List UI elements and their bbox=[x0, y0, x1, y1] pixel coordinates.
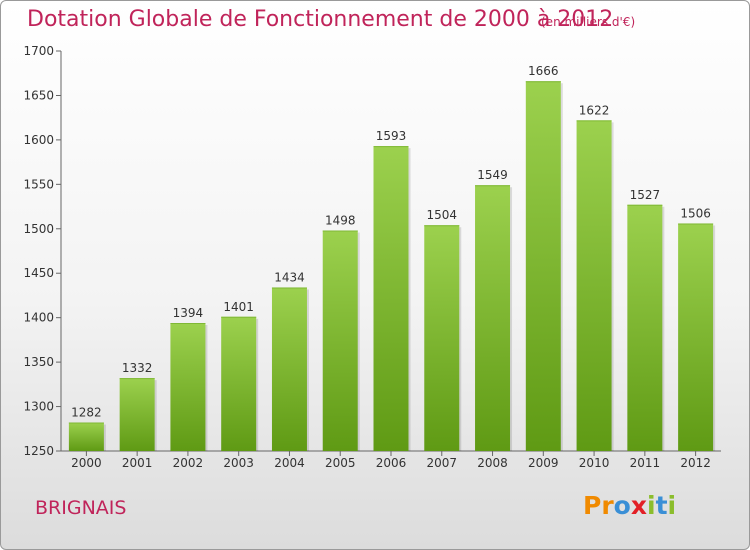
x-tick-label: 2001 bbox=[122, 456, 153, 470]
y-tick-label: 1300 bbox=[23, 400, 54, 414]
bar bbox=[322, 230, 358, 451]
x-tick-label: 2003 bbox=[223, 456, 254, 470]
bar bbox=[170, 323, 206, 451]
x-tick-label: 2007 bbox=[426, 456, 457, 470]
x-tick-label: 2004 bbox=[274, 456, 305, 470]
bar bbox=[424, 225, 460, 451]
bar bbox=[271, 287, 307, 451]
y-tick-label: 1600 bbox=[23, 133, 54, 147]
x-tick-label: 2002 bbox=[173, 456, 204, 470]
city-name: BRIGNAIS bbox=[35, 497, 127, 519]
logo-letter: i bbox=[667, 491, 677, 520]
x-tick-label: 2006 bbox=[376, 456, 407, 470]
data-label: 1504 bbox=[426, 208, 457, 222]
data-label: 1593 bbox=[376, 129, 407, 143]
y-tick-label: 1450 bbox=[23, 266, 54, 280]
bar bbox=[678, 223, 714, 451]
chart-unit: (en milliers d'€) bbox=[541, 15, 636, 29]
chart-title: Dotation Globale de Fonctionnement de 20… bbox=[27, 7, 614, 32]
data-label: 1401 bbox=[223, 300, 254, 314]
data-label: 1622 bbox=[579, 103, 610, 117]
logo-letter: x bbox=[630, 491, 647, 520]
logo-letter: r bbox=[601, 491, 614, 520]
x-tick-label: 2009 bbox=[528, 456, 559, 470]
logo-letter: i bbox=[647, 491, 656, 520]
bar bbox=[68, 422, 104, 451]
bar bbox=[119, 378, 155, 451]
y-tick-label: 1550 bbox=[23, 177, 54, 191]
bar bbox=[475, 185, 511, 451]
x-tick-label: 2005 bbox=[325, 456, 356, 470]
data-label: 1394 bbox=[173, 306, 204, 320]
bar bbox=[627, 204, 663, 451]
bar bbox=[221, 316, 257, 451]
proxiti-logo: Proxiti bbox=[583, 491, 676, 520]
logo-letter: o bbox=[613, 491, 631, 520]
data-label: 1498 bbox=[325, 214, 356, 228]
bar bbox=[525, 81, 561, 451]
bar bbox=[373, 146, 409, 451]
x-tick-label: 2010 bbox=[579, 456, 610, 470]
logo-letter: P bbox=[583, 491, 602, 520]
y-tick-label: 1350 bbox=[23, 355, 54, 369]
data-label: 1434 bbox=[274, 270, 305, 284]
x-tick-label: 2011 bbox=[630, 456, 661, 470]
x-tick-label: 2008 bbox=[477, 456, 508, 470]
x-tick-label: 2000 bbox=[71, 456, 102, 470]
data-label: 1506 bbox=[680, 206, 711, 220]
bar bbox=[576, 120, 612, 451]
y-tick-label: 1250 bbox=[23, 444, 54, 458]
y-tick-label: 1650 bbox=[23, 88, 54, 102]
data-label: 1527 bbox=[630, 188, 661, 202]
data-label: 1666 bbox=[528, 64, 559, 78]
x-tick-label: 2012 bbox=[680, 456, 711, 470]
y-tick-label: 1500 bbox=[23, 222, 54, 236]
data-label: 1332 bbox=[122, 361, 153, 375]
y-tick-label: 1700 bbox=[23, 44, 54, 58]
y-tick-label: 1400 bbox=[23, 311, 54, 325]
data-label: 1549 bbox=[477, 168, 508, 182]
logo-letter: t bbox=[655, 491, 668, 520]
data-label: 1282 bbox=[71, 406, 102, 420]
